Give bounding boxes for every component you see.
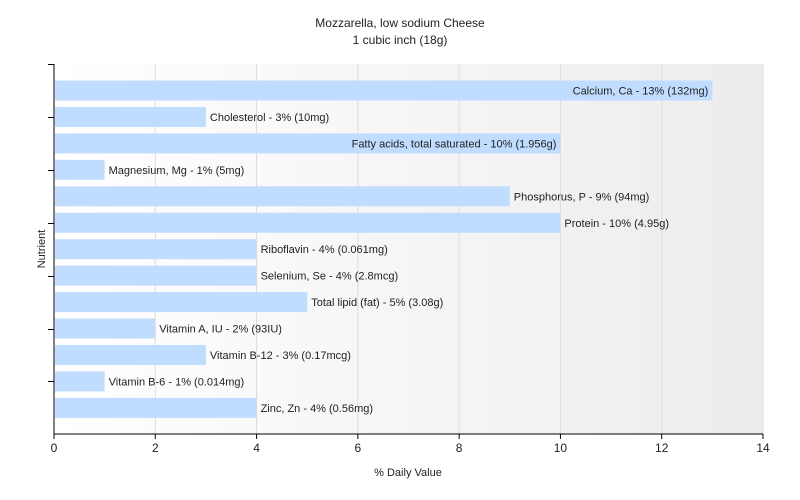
x-tick-label: 6 (355, 441, 362, 455)
x-tick-label: 12 (655, 441, 669, 455)
bar-data-label: Zinc, Zn - 4% (0.56mg) (261, 403, 373, 415)
bar (55, 212, 561, 233)
bar-data-label: Fatty acids, total saturated - 10% (1.95… (352, 138, 557, 150)
y-axis-label: Nutrient (36, 230, 48, 269)
x-tick-label: 4 (253, 441, 260, 455)
bar (55, 265, 257, 286)
x-tick-label: 10 (554, 441, 568, 455)
bar-data-label: Total lipid (fat) - 5% (3.08g) (311, 297, 443, 309)
bar-data-label: Vitamin B-12 - 3% (0.17mcg) (210, 350, 351, 362)
x-tick-label: 8 (456, 441, 463, 455)
chart-subtitle: 1 cubic inch (18g) (353, 33, 448, 47)
x-tick-label: 14 (756, 441, 770, 455)
x-tick-label: 0 (51, 441, 58, 455)
bar (55, 133, 561, 154)
bar (55, 371, 105, 392)
bar-data-label: Protein - 10% (4.95g) (564, 218, 669, 230)
bar (55, 397, 257, 418)
bar (55, 106, 206, 127)
bar-data-label: Magnesium, Mg - 1% (5mg) (109, 165, 245, 177)
bar-data-label: Vitamin B-6 - 1% (0.014mg) (109, 376, 245, 388)
bar-data-label: Cholesterol - 3% (10mg) (210, 112, 329, 124)
bar (55, 80, 713, 101)
bar-data-label: Phosphorus, P - 9% (94mg) (514, 191, 650, 203)
bar (55, 239, 257, 260)
axes (53, 64, 763, 435)
bar (55, 292, 308, 313)
bar (55, 345, 206, 365)
y-axis-ticks (48, 64, 54, 382)
bar-data-label: Vitamin A, IU - 2% (93IU) (159, 324, 282, 336)
bar (55, 186, 510, 207)
bars (55, 80, 713, 418)
x-axis-label: % Daily Value (374, 467, 442, 479)
x-axis-ticks: 0 2 4 6 8 10 12 14 (51, 434, 770, 455)
bar (55, 159, 105, 180)
x-tick-label: 2 (152, 441, 159, 455)
bar-labels: Calcium, Ca - 13% (132mg) Cholesterol - 3… (109, 86, 709, 415)
bar-data-label: Calcium, Ca - 13% (132mg) (573, 86, 709, 98)
bar-data-label: Riboflavin - 4% (0.061mg) (261, 244, 388, 256)
chart-title: Mozzarella, low sodium Cheese (315, 16, 485, 30)
bar (55, 318, 156, 339)
bar-data-label: Selenium, Se - 4% (2.8mcg) (261, 271, 399, 283)
